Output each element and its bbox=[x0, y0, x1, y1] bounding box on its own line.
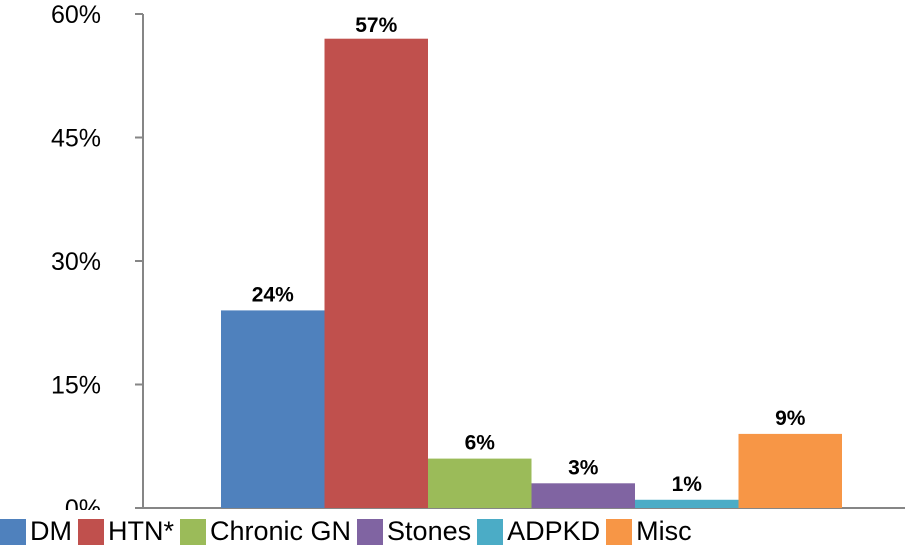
y-tick-label: 0% bbox=[65, 495, 101, 510]
y-tick-label: 60% bbox=[51, 1, 101, 29]
data-label: 3% bbox=[568, 456, 599, 479]
legend-label: DM bbox=[30, 516, 72, 546]
legend-item: DM bbox=[0, 516, 72, 547]
legend: DM HTN* Chronic GN Stones ADPKD Misc bbox=[0, 511, 698, 552]
legend-item: Stones bbox=[357, 516, 471, 547]
bar-stones bbox=[531, 483, 635, 508]
legend-label: Misc bbox=[636, 516, 692, 546]
y-tick-label: 30% bbox=[51, 248, 101, 276]
legend-item: Misc bbox=[606, 516, 692, 547]
data-label: 1% bbox=[672, 473, 703, 496]
legend-label: HTN* bbox=[108, 516, 174, 546]
legend-label: Chronic GN bbox=[210, 516, 352, 546]
bar-htn bbox=[324, 38, 428, 508]
legend-swatch bbox=[606, 518, 633, 545]
bar-chart: 0% 15% 30% 45% 60% 24% 57% 6% 3% 1% 9% bbox=[51, 1, 905, 510]
y-tick-label: 45% bbox=[51, 125, 101, 153]
bar-misc bbox=[738, 433, 842, 508]
legend-swatch bbox=[78, 518, 104, 545]
y-tick-label: 15% bbox=[51, 372, 101, 400]
legend-label: ADPKD bbox=[507, 516, 601, 546]
legend-swatch bbox=[477, 518, 504, 545]
data-label: 24% bbox=[252, 283, 294, 306]
bar-adpkd bbox=[635, 499, 739, 508]
data-label: 57% bbox=[355, 14, 397, 37]
legend-item: HTN* bbox=[78, 516, 174, 547]
legend-swatch bbox=[357, 518, 384, 545]
legend-swatch bbox=[0, 518, 26, 545]
bar-dm bbox=[221, 310, 325, 508]
data-label: 9% bbox=[775, 407, 806, 430]
bar-chronic-gn bbox=[428, 458, 532, 508]
legend-item: ADPKD bbox=[477, 516, 600, 547]
legend-swatch bbox=[180, 518, 206, 545]
data-label: 6% bbox=[465, 432, 496, 455]
legend-item: Chronic GN bbox=[180, 516, 351, 547]
legend-label: Stones bbox=[387, 516, 472, 546]
